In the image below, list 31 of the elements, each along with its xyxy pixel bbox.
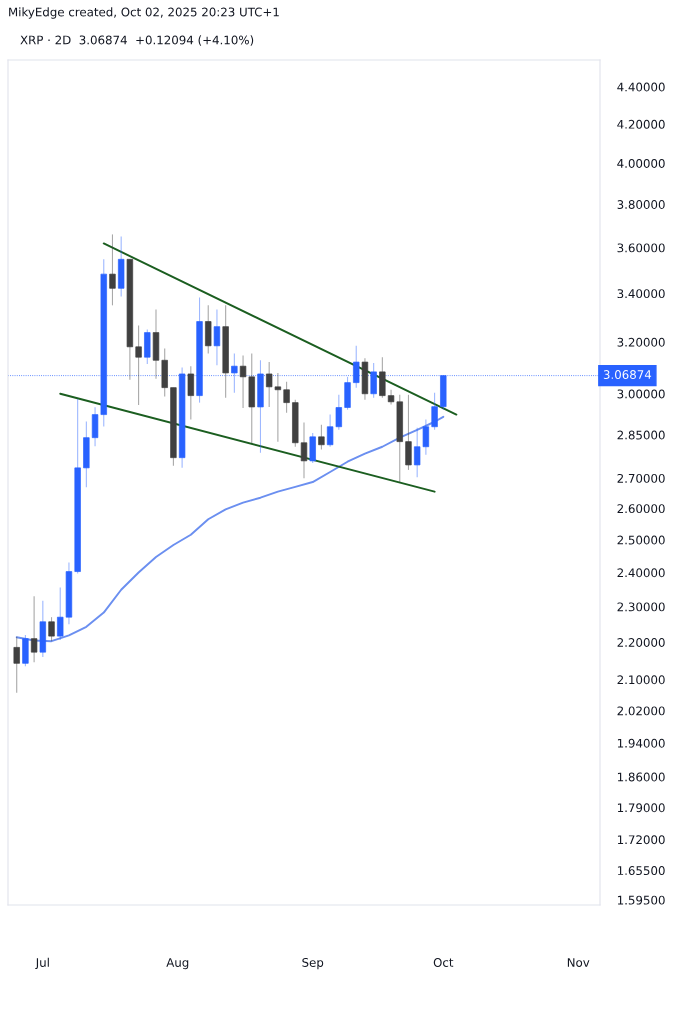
x-tick-label: Oct xyxy=(433,957,454,967)
y-tick-label: 1.94000 xyxy=(617,738,665,748)
y-tick-label: 3.40000 xyxy=(617,289,665,299)
y-tick-label: 2.60000 xyxy=(617,504,665,514)
y-tick-label: 3.60000 xyxy=(617,243,665,253)
y-tick-label: 4.00000 xyxy=(617,158,665,168)
ref-line-label: 3.06874 xyxy=(603,370,652,380)
y-tick-label: 2.30000 xyxy=(617,602,665,612)
y-tick-label: 3.80000 xyxy=(617,200,665,209)
y-tick-label: 4.40000 xyxy=(617,82,665,92)
y-tick-label: 1.65500 xyxy=(617,866,665,876)
y-tick-label: 3.20000 xyxy=(617,337,665,347)
y-tick-label: 1.86000 xyxy=(617,772,665,782)
y-tick-label: 1.79000 xyxy=(617,803,665,813)
y-tick-label: 2.70000 xyxy=(617,473,665,483)
y-tick-label: 2.20000 xyxy=(617,638,665,647)
y-tick-label: 2.10000 xyxy=(617,675,665,685)
y-tick-label: 2.85000 xyxy=(617,430,665,440)
x-tick-label: Aug xyxy=(166,958,189,970)
y-tick-label: 2.40000 xyxy=(617,568,665,578)
x-tick-label: Nov xyxy=(567,958,590,967)
text: MikyEdge created, Oct 02, 2025 20:23 UTC+1 xyxy=(9,7,279,19)
chart-title: XRP · 2D 3.06874 +0.12094 (+4.10%) xyxy=(20,35,254,46)
y-tick-label: 4.20000 xyxy=(617,119,665,129)
x-tick-label: Sep xyxy=(302,957,324,970)
x-tick-label: Jul xyxy=(35,957,49,970)
y-tick-label: 3.00000 xyxy=(617,389,665,399)
y-tick-label: 2.02000 xyxy=(617,706,665,716)
y-tick-label: 1.72000 xyxy=(617,835,665,845)
y-tick-label: 1.59500 xyxy=(617,895,665,905)
y-tick-label: 2.50000 xyxy=(617,535,665,545)
